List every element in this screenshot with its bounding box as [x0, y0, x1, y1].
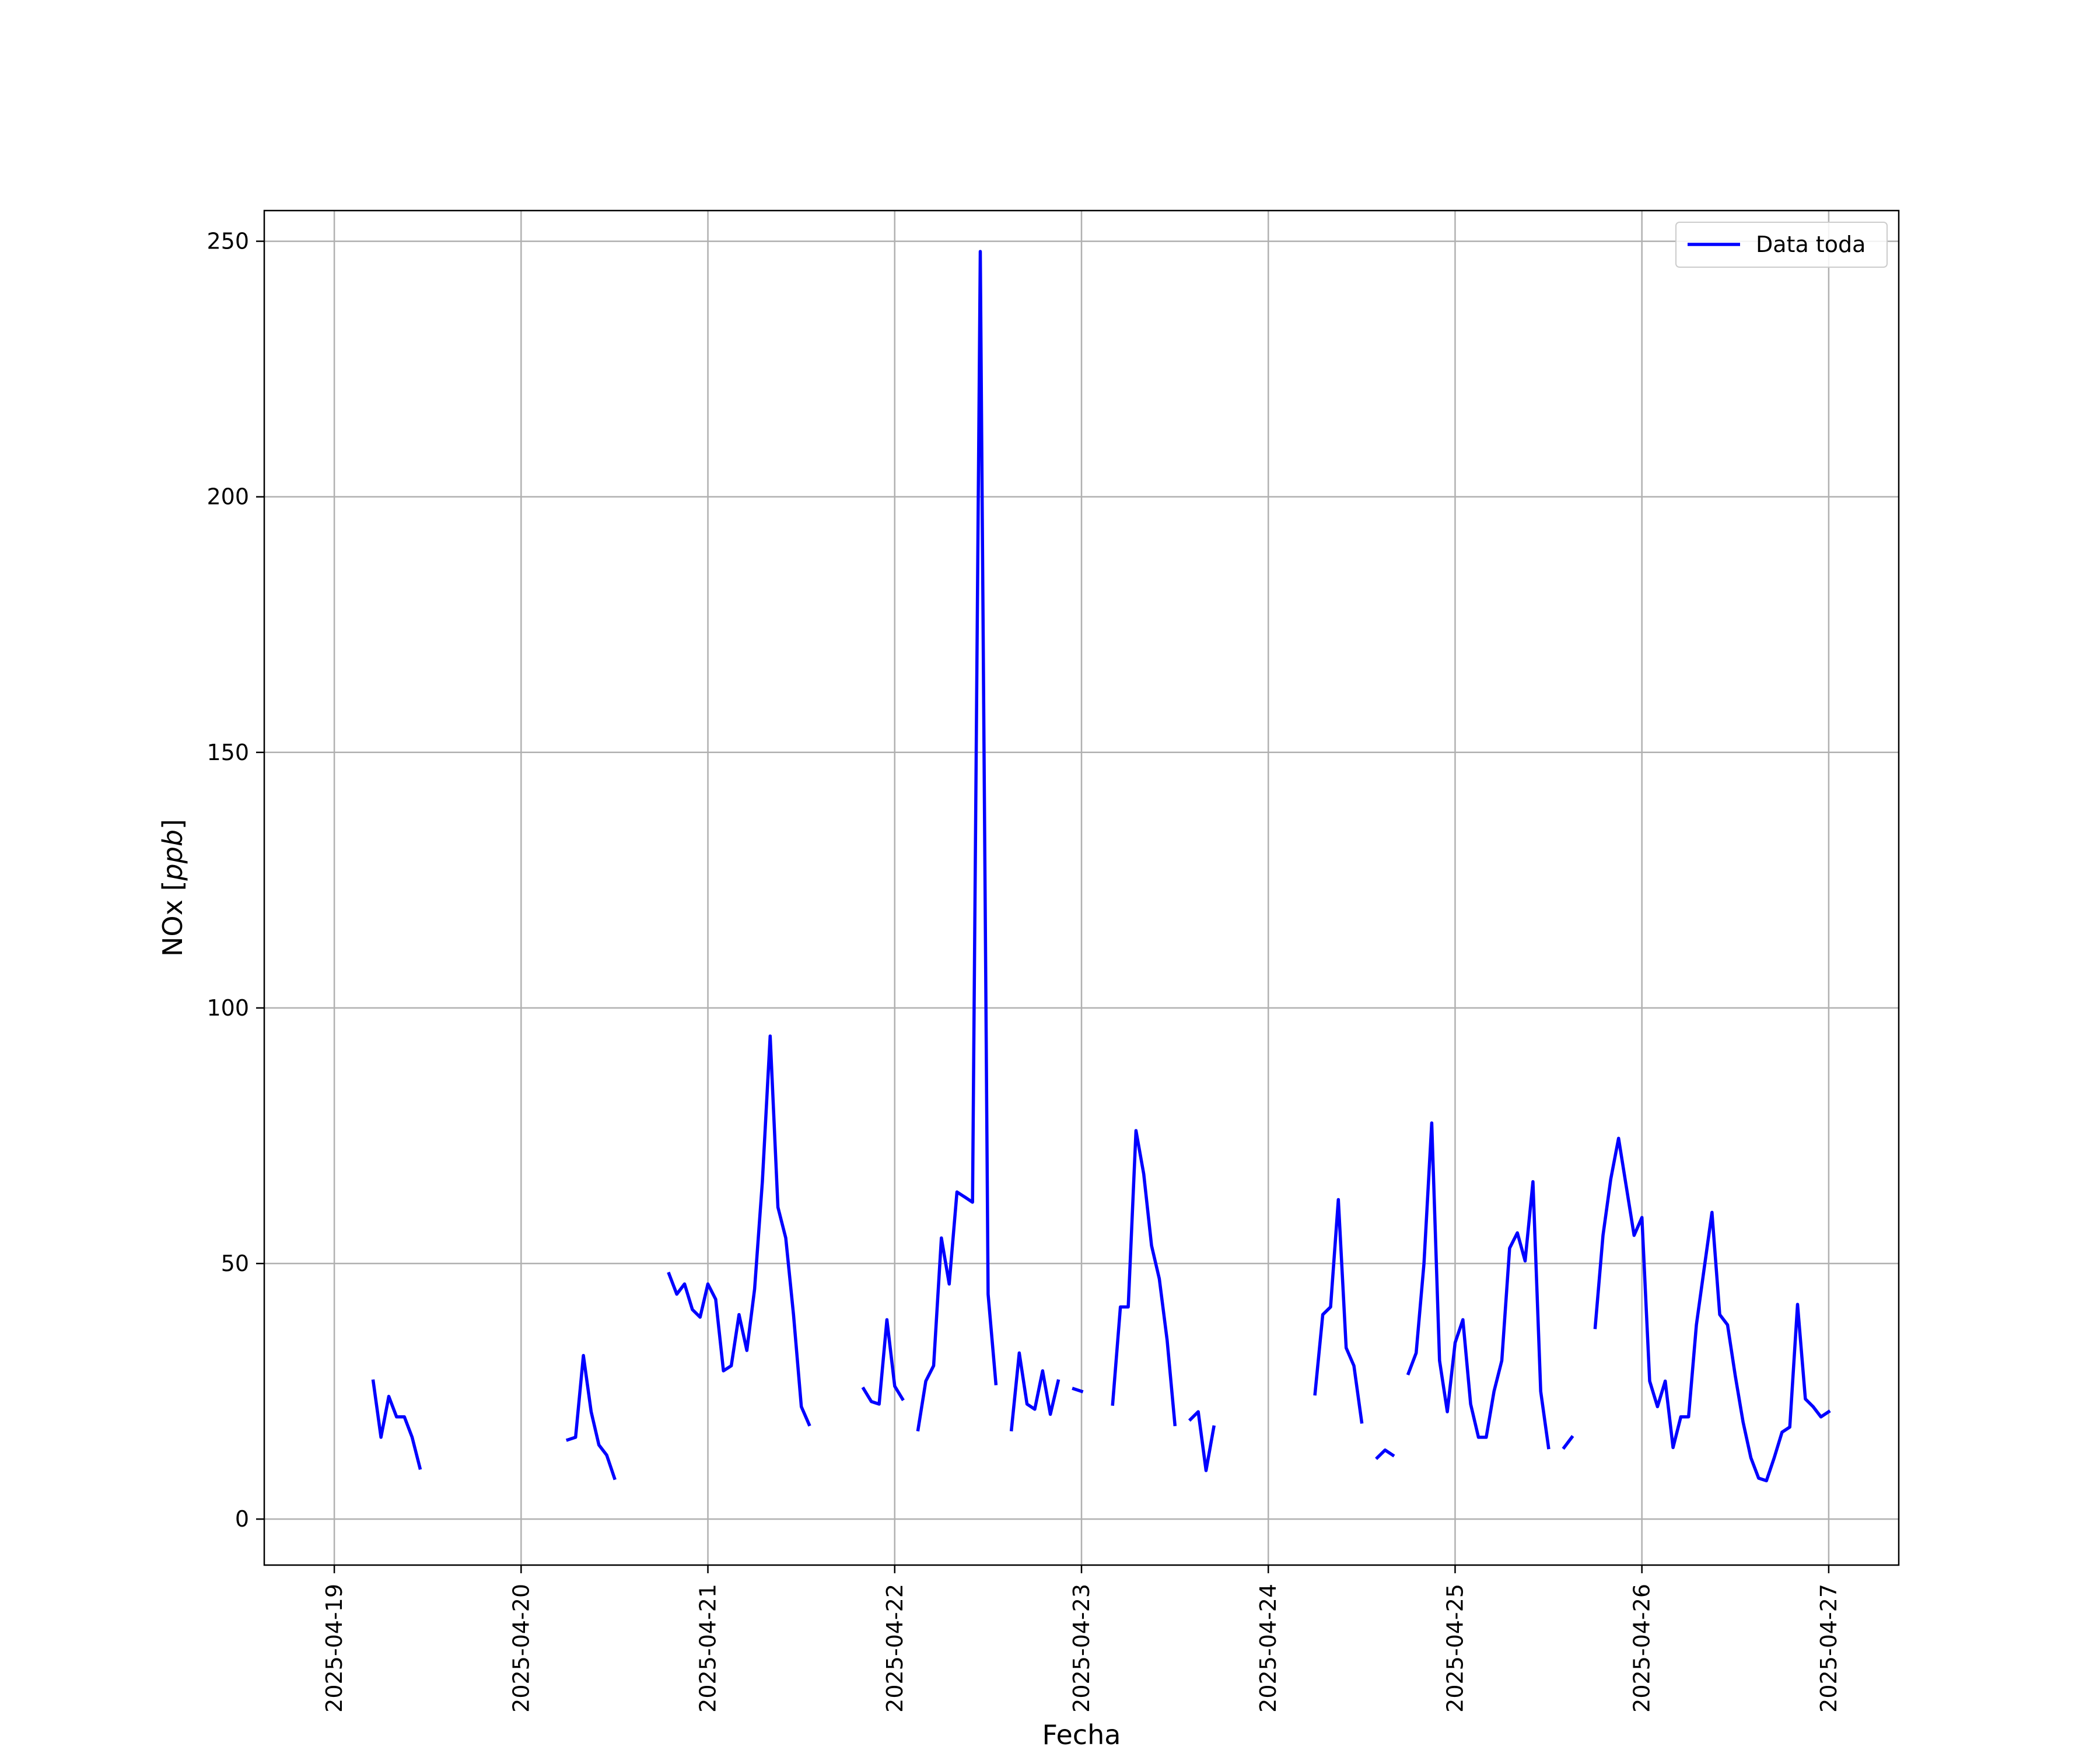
series-line-segment [1406, 1121, 1550, 1450]
y-tick-label: 50 [221, 1251, 249, 1276]
x-tick-label: 2025-04-24 [1255, 1584, 1281, 1713]
y-axis-label-main: NOx [ [157, 881, 188, 957]
series-line-segment [371, 1379, 422, 1470]
legend: Data toda [1675, 222, 1888, 268]
x-tick-label: 2025-04-20 [508, 1584, 534, 1713]
series-line-segment [1009, 1351, 1060, 1432]
y-tick-label: 250 [206, 229, 249, 254]
series-line-segment [1188, 1410, 1216, 1472]
series-line-segment [1072, 1387, 1084, 1394]
x-axis-label: Fecha [1042, 1719, 1121, 1750]
x-tick-label: 2025-04-27 [1816, 1584, 1842, 1713]
x-axis-ticks: 2025-04-19 2025-04-20 2025-04-21 2025-04-22… [321, 1565, 1842, 1713]
y-axis-label: NOx [ppb] [157, 819, 188, 957]
y-axis-label-unit: ppb [157, 830, 188, 881]
x-tick-label: 2025-04-26 [1629, 1584, 1655, 1713]
grid-lines [264, 211, 1899, 1565]
y-tick-label: 150 [206, 740, 249, 765]
x-tick-label: 2025-04-19 [321, 1584, 347, 1713]
series-line-segment [565, 1353, 617, 1480]
series-line-segment [1562, 1435, 1574, 1450]
y-axis-label-end: ] [157, 819, 188, 830]
x-tick-label: 2025-04-25 [1442, 1584, 1468, 1713]
y-tick-label: 100 [206, 995, 249, 1021]
series-line-segment [667, 1034, 811, 1427]
y-tick-label: 0 [235, 1506, 249, 1532]
series-line-segment [1375, 1448, 1395, 1460]
y-axis-ticks: 0 50 100 150 200 250 [206, 229, 264, 1532]
series-data-toda [371, 250, 1831, 1483]
x-tick-label: 2025-04-21 [695, 1584, 721, 1713]
legend-entry-data-toda: Data toda [1756, 232, 1866, 257]
x-tick-label: 2025-04-22 [882, 1584, 908, 1713]
series-line-segment [1111, 1129, 1177, 1426]
series-line-segment [916, 250, 998, 1432]
series-line-segment [1593, 1136, 1831, 1483]
y-tick-label: 200 [206, 484, 249, 510]
series-line-segment [1313, 1198, 1364, 1424]
legend-box [1675, 222, 1888, 268]
series-line-segment [861, 1318, 905, 1406]
x-tick-label: 2025-04-23 [1069, 1584, 1094, 1713]
